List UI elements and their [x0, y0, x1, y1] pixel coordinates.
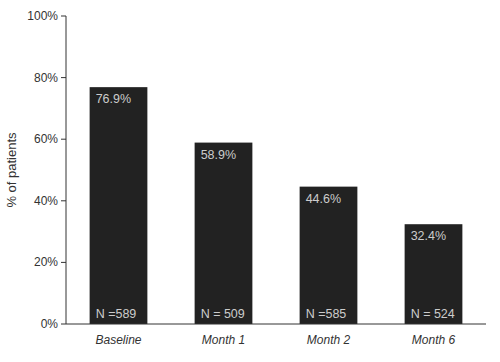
- x-tick-label: Baseline: [95, 333, 141, 347]
- annotation: N = 509: [201, 307, 245, 321]
- bar: [90, 87, 148, 324]
- bar-labels: 76.9% N =589 58.9% N = 509 44.6% N =585 32.4% N…: [96, 92, 455, 321]
- data-label: 76.9%: [96, 92, 131, 106]
- y-tick-label: 80%: [34, 71, 58, 85]
- bar: [300, 187, 358, 324]
- chart: 76.9% N =589 58.9% N = 509 44.6% N =585 32.4% N…: [0, 0, 500, 362]
- annotation: N =589: [96, 307, 137, 321]
- y-tick-label: 40%: [34, 194, 58, 208]
- x-tick-label: Month 6: [412, 333, 456, 347]
- y-tick: [61, 324, 66, 325]
- bar: [195, 143, 253, 324]
- y-axis-label: % of patients: [4, 132, 19, 208]
- bars: [90, 87, 463, 324]
- y-axis-line: [66, 16, 67, 324]
- x-tick-label: Month 2: [307, 333, 351, 347]
- y-tick-label: 0%: [41, 317, 59, 331]
- annotation: N =585: [306, 307, 347, 321]
- y-tick: [61, 139, 66, 140]
- x-tick-label: Month 1: [202, 333, 245, 347]
- y-tick: [61, 16, 66, 17]
- y-tick: [61, 77, 66, 78]
- bar: [405, 224, 463, 324]
- x-axis-line: [66, 324, 486, 325]
- y-tick: [61, 262, 66, 263]
- y-tick-label: 100%: [27, 9, 58, 23]
- y-tick-label: 60%: [34, 132, 58, 146]
- data-label: 58.9%: [201, 148, 236, 162]
- data-label: 32.4%: [411, 229, 446, 243]
- chart-container: 76.9% N =589 58.9% N = 509 44.6% N =585 32.4% N…: [0, 0, 500, 362]
- y-tick-label: 20%: [34, 255, 58, 269]
- data-label: 44.6%: [306, 192, 341, 206]
- annotation: N = 524: [411, 307, 455, 321]
- y-tick: [61, 200, 66, 201]
